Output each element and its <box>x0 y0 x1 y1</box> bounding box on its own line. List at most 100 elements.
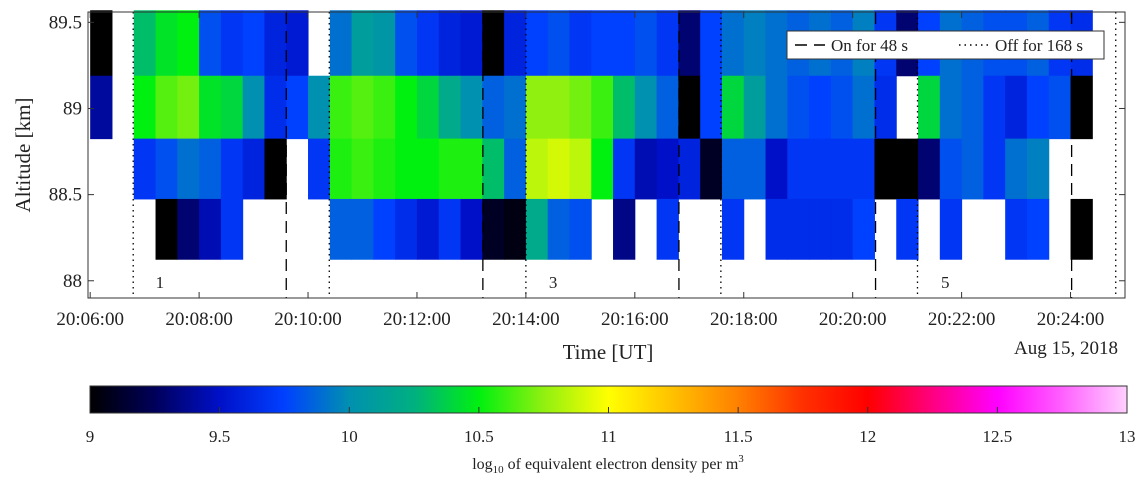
colorbar-tick-label: 13 <box>1119 427 1136 446</box>
heat-cell <box>264 75 287 140</box>
heat-cell <box>613 138 636 200</box>
heat-cell <box>1026 198 1050 260</box>
legend-off: Off for 168 s <box>995 36 1083 55</box>
heat-cell <box>939 75 963 140</box>
heat-cell <box>155 75 178 140</box>
colorbar-tick-label: 11.5 <box>724 427 753 446</box>
x-axis-label: Time [UT] <box>563 340 654 364</box>
heat-cell <box>743 10 767 77</box>
heat-cell <box>634 75 658 140</box>
heat-cell <box>286 10 309 77</box>
heat-cell <box>351 10 374 77</box>
heat-cell <box>351 198 374 260</box>
heat-cell <box>961 138 984 200</box>
heat-cell <box>504 138 527 200</box>
heat-cell <box>939 138 963 200</box>
heat-cell <box>569 75 592 140</box>
heat-cell <box>721 10 745 77</box>
heat-cell <box>656 10 679 77</box>
heat-cell <box>1005 75 1028 140</box>
legend-box <box>786 30 1105 60</box>
heat-cell <box>504 10 527 77</box>
heat-cell <box>830 75 854 140</box>
heat-cell <box>743 75 767 140</box>
heat-cell <box>939 198 963 260</box>
heat-cell <box>286 75 309 140</box>
heat-cell <box>613 10 636 77</box>
heat-cell <box>743 138 767 200</box>
heat-cell <box>220 10 244 77</box>
heat-cell <box>373 75 396 140</box>
heat-cell <box>395 138 418 200</box>
heat-cell <box>809 198 832 260</box>
heat-cell <box>918 138 941 200</box>
heat-cell <box>416 75 440 140</box>
heat-cell <box>416 10 440 77</box>
heat-cell <box>460 75 483 140</box>
heat-cell <box>700 138 723 200</box>
colorbar-tick-label: 9 <box>86 427 95 446</box>
heat-cell <box>308 138 331 200</box>
heat-cell <box>177 138 200 200</box>
x-tick-label: 20:22:00 <box>928 309 996 330</box>
heat-cell <box>918 75 941 140</box>
heat-cell <box>1048 75 1072 140</box>
colorbar-tick-label: 11 <box>600 427 616 446</box>
heat-cell <box>525 198 549 260</box>
colorbar-tick-label: 12.5 <box>983 427 1013 446</box>
heat-cell <box>721 138 745 200</box>
plot-frame <box>87 11 1126 299</box>
heat-cell <box>329 10 353 77</box>
heat-cell <box>1005 138 1028 200</box>
heat-cell <box>787 138 810 200</box>
heat-cell <box>765 198 788 260</box>
heat-cell <box>896 138 919 200</box>
heat-cell <box>155 10 178 77</box>
heat-cell <box>678 138 701 200</box>
heat-cell <box>177 198 200 260</box>
heat-cell <box>1026 138 1050 200</box>
heat-cell <box>765 75 788 140</box>
heat-cell <box>591 10 614 77</box>
x-tick-label: 20:06:00 <box>56 309 124 330</box>
heat-cell <box>525 10 549 77</box>
heat-cell <box>765 10 788 77</box>
heat-cell <box>547 75 570 140</box>
heat-cell <box>983 75 1006 140</box>
heat-cell <box>264 10 287 77</box>
x-tick-label: 20:14:00 <box>492 309 560 330</box>
heat-cell <box>634 138 658 200</box>
heat-cell <box>438 198 462 260</box>
heat-cell <box>700 10 723 77</box>
heat-cell <box>395 10 418 77</box>
heat-cell <box>874 138 897 200</box>
heat-cell <box>1026 75 1050 140</box>
colorbar-tick-label: 12 <box>859 427 876 446</box>
heat-cell <box>264 138 287 200</box>
heat-cell <box>177 75 200 140</box>
heat-cell <box>634 10 658 77</box>
x-tick-label: 20:20:00 <box>819 309 887 330</box>
heat-cell <box>700 75 723 140</box>
heat-cell <box>242 138 265 200</box>
heat-cell <box>525 138 549 200</box>
heat-cell <box>852 138 875 200</box>
heat-cell <box>809 138 832 200</box>
heat-cell <box>460 138 483 200</box>
heat-cell <box>373 10 396 77</box>
heat-cell <box>460 10 483 77</box>
heat-cell <box>1070 75 1093 140</box>
heat-cell <box>395 75 418 140</box>
heat-cell <box>1005 198 1028 260</box>
heat-cell <box>678 10 701 77</box>
y-tick-label: 89.5 <box>49 12 82 33</box>
heat-cell <box>199 75 222 140</box>
heat-cell <box>482 138 505 200</box>
heat-cell <box>199 198 222 260</box>
heat-cell <box>809 75 832 140</box>
heat-cell <box>961 75 984 140</box>
y-axis-label: Altitude [km] <box>11 98 35 213</box>
y-tick-label: 89 <box>63 98 82 119</box>
heat-cell <box>351 138 374 200</box>
heat-cell <box>242 75 265 140</box>
